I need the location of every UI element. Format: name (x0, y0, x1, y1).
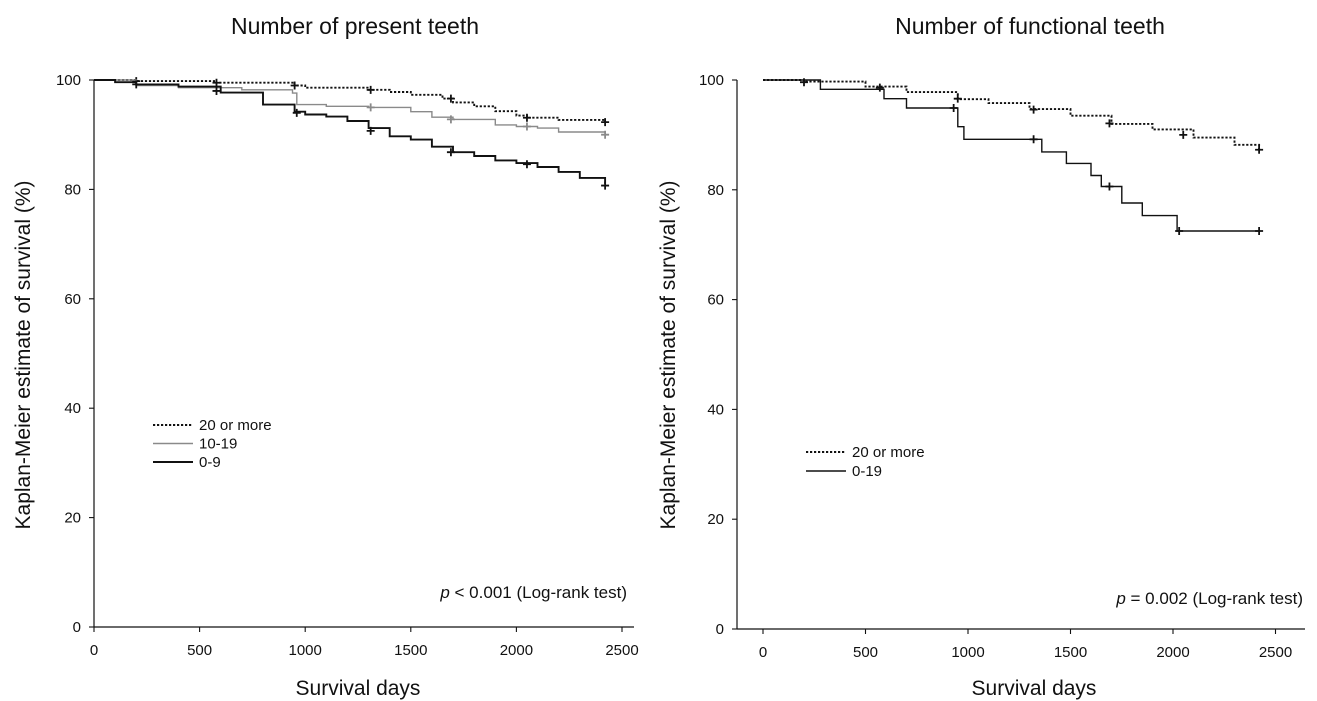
annotation-text: < 0.001 (Log-rank test) (450, 583, 627, 602)
x-tick-label: 1000 (289, 642, 322, 659)
series-line-0-19 (763, 79, 1260, 232)
censor-mark (292, 108, 301, 117)
censor-mark (212, 78, 221, 87)
y-tick-label: 60 (707, 292, 724, 309)
y-tick-label: 40 (707, 401, 724, 418)
plot-series (94, 77, 610, 190)
censor-mark (1255, 226, 1264, 235)
censor-mark (1105, 182, 1114, 191)
censor-mark (522, 122, 531, 131)
censor-mark (522, 160, 531, 169)
log-rank-annotation: p < 0.001 (Log-rank test) (439, 583, 627, 602)
censor-mark (212, 86, 221, 95)
series-line-10-19 (94, 79, 606, 134)
annotation-text: = 0.002 (Log-rank test) (1126, 589, 1303, 608)
x-tick-label: 2000 (1156, 644, 1189, 661)
series-line-20-or-more (94, 79, 607, 123)
censor-mark (601, 118, 610, 127)
censor-mark (366, 85, 375, 94)
censor-mark (1029, 105, 1038, 114)
legend-label: 20 or more (852, 444, 925, 461)
censor-mark (949, 103, 958, 112)
legend-label: 20 or more (199, 417, 272, 434)
censor-mark (366, 103, 375, 112)
censor-mark (875, 83, 884, 92)
chart-present-teeth: Number of present teeth Kaplan-Meier est… (12, 13, 639, 700)
x-tick-label: 0 (759, 644, 767, 661)
log-rank-annotation: p = 0.002 (Log-rank test) (1115, 589, 1303, 608)
censor-mark (132, 80, 141, 89)
censor-mark (601, 130, 610, 139)
y-tick-label: 80 (64, 181, 81, 198)
censor-mark (1255, 145, 1264, 154)
legend-label: 0-19 (852, 463, 882, 480)
x-axis-label: Survival days (972, 677, 1097, 700)
y-tick-label: 60 (64, 291, 81, 308)
x-tick-label: 1500 (1054, 644, 1087, 661)
plot-series (763, 78, 1264, 235)
x-tick-label: 1000 (951, 644, 984, 661)
censor-mark (1105, 119, 1114, 128)
y-tick-label: 100 (56, 72, 81, 89)
censor-mark (290, 81, 299, 90)
x-tick-label: 2000 (500, 642, 533, 659)
censor-mark (953, 94, 962, 103)
censor-mark (1179, 130, 1188, 139)
y-tick-label: 40 (64, 400, 81, 417)
y-axis-label: Kaplan-Meier estimate of survival (%) (657, 181, 680, 530)
censor-mark (522, 113, 531, 122)
censor-mark (1175, 226, 1184, 235)
censor-mark (446, 148, 455, 157)
y-tick-label: 20 (707, 511, 724, 528)
x-tick-label: 2500 (1259, 644, 1292, 661)
legend-label: 0-9 (199, 454, 221, 471)
chart-title: Number of present teeth (231, 13, 479, 39)
y-tick-label: 100 (699, 72, 724, 89)
legend-label: 10-19 (199, 436, 237, 453)
legend: 20 or more 10-190-9 (153, 417, 272, 471)
y-tick-label: 20 (64, 510, 81, 527)
censor-mark (366, 126, 375, 135)
annotation-p: p (1115, 589, 1125, 608)
censor-mark (1029, 135, 1038, 144)
y-tick-label: 80 (707, 182, 724, 199)
y-axis-label: Kaplan-Meier estimate of survival (%) (12, 181, 35, 530)
y-tick-label: 0 (73, 619, 81, 636)
annotation-p: p (439, 583, 449, 602)
x-axis-label: Survival days (296, 677, 421, 700)
censor-mark (446, 115, 455, 124)
x-tick-label: 1500 (394, 642, 427, 659)
x-tick-label: 2500 (605, 642, 638, 659)
series-line-0-9 (94, 79, 607, 184)
censor-mark (446, 94, 455, 103)
x-tick-label: 500 (853, 644, 878, 661)
censor-mark (601, 181, 610, 190)
legend: 20 or more 0-19 (806, 444, 925, 480)
y-tick-label: 0 (716, 621, 724, 638)
x-tick-label: 0 (90, 642, 98, 659)
x-tick-label: 500 (187, 642, 212, 659)
series-line-20-or-more (763, 79, 1261, 150)
chart-functional-teeth: Number of functional teeth Kaplan-Meier … (657, 13, 1305, 700)
chart-title: Number of functional teeth (895, 13, 1165, 39)
